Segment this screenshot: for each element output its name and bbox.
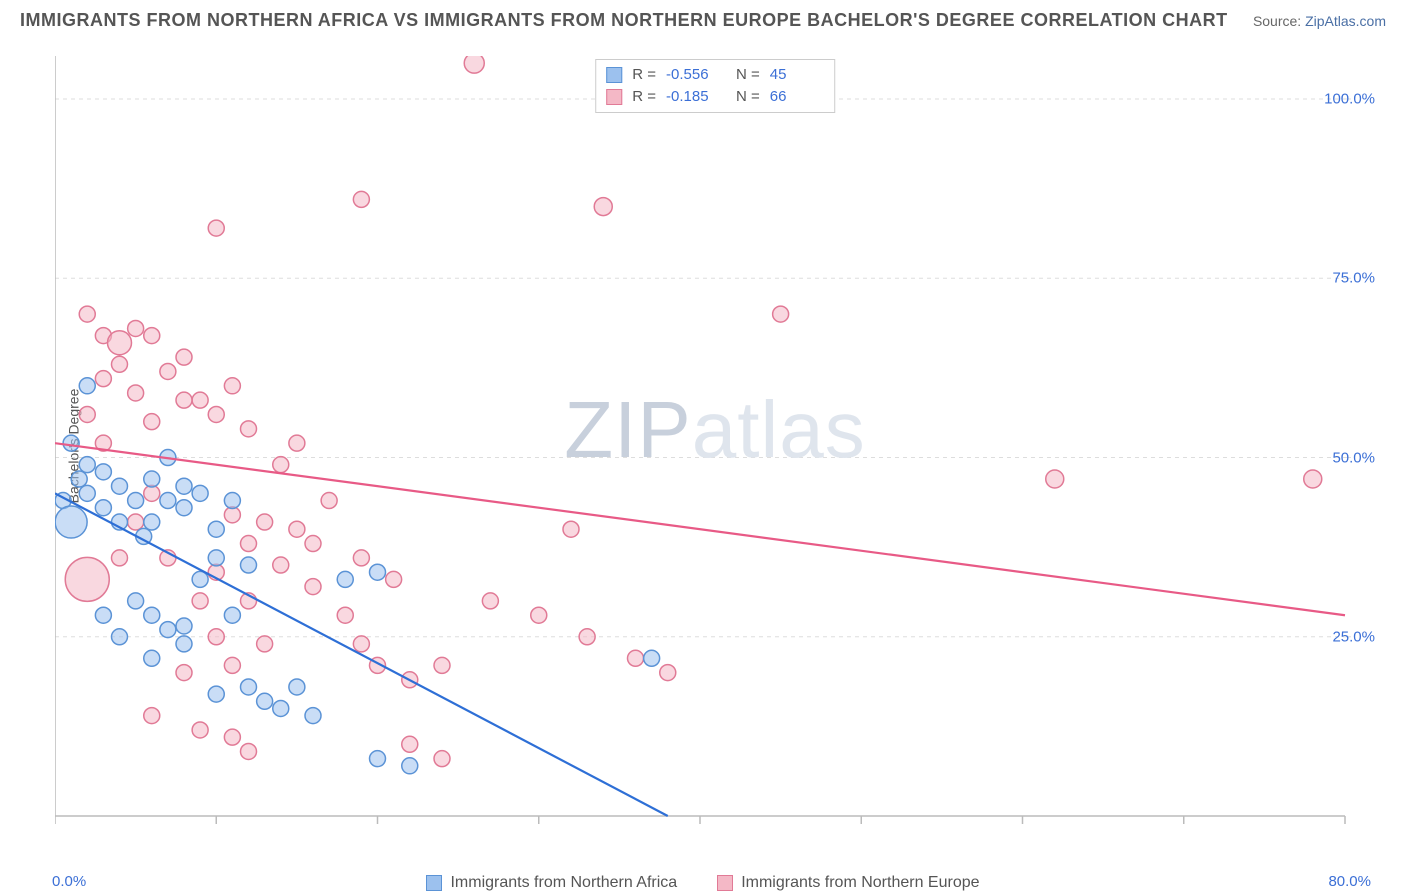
n-label: N =	[736, 86, 760, 108]
legend-item-africa: Immigrants from Northern Africa	[426, 874, 677, 892]
correlation-row-europe: R = -0.185 N = 66	[606, 86, 824, 108]
n-label: N =	[736, 64, 760, 86]
r-label: R =	[632, 64, 656, 86]
correlation-row-africa: R = -0.556 N = 45	[606, 64, 824, 86]
swatch-africa	[606, 67, 622, 83]
swatch-europe	[606, 89, 622, 105]
scatter-plot	[55, 56, 1375, 836]
legend-label-europe: Immigrants from Northern Europe	[741, 874, 979, 892]
y-tick-label: 50.0%	[1332, 449, 1375, 466]
chart-area: ZIPatlas R = -0.556 N = 45 R = -0.185 N …	[55, 56, 1375, 836]
chart-title: IMMIGRANTS FROM NORTHERN AFRICA VS IMMIG…	[20, 10, 1228, 31]
source-credit: Source: ZipAtlas.com	[1253, 13, 1386, 29]
y-tick-label: 25.0%	[1332, 628, 1375, 645]
n-value-europe: 66	[770, 86, 824, 108]
n-value-africa: 45	[770, 64, 824, 86]
bottom-legend: Immigrants from Northern Africa Immigran…	[0, 874, 1406, 892]
source-value: ZipAtlas.com	[1305, 13, 1386, 29]
legend-label-africa: Immigrants from Northern Africa	[450, 874, 677, 892]
legend-swatch-europe	[717, 875, 733, 891]
r-value-europe: -0.185	[666, 86, 720, 108]
source-label: Source:	[1253, 13, 1305, 29]
r-value-africa: -0.556	[666, 64, 720, 86]
title-bar: IMMIGRANTS FROM NORTHERN AFRICA VS IMMIG…	[0, 0, 1406, 31]
legend-item-europe: Immigrants from Northern Europe	[717, 874, 979, 892]
legend-swatch-africa	[426, 875, 442, 891]
r-label: R =	[632, 86, 656, 108]
y-tick-label: 75.0%	[1332, 270, 1375, 287]
correlation-legend-box: R = -0.556 N = 45 R = -0.185 N = 66	[595, 59, 835, 113]
y-tick-label: 100.0%	[1324, 91, 1375, 108]
